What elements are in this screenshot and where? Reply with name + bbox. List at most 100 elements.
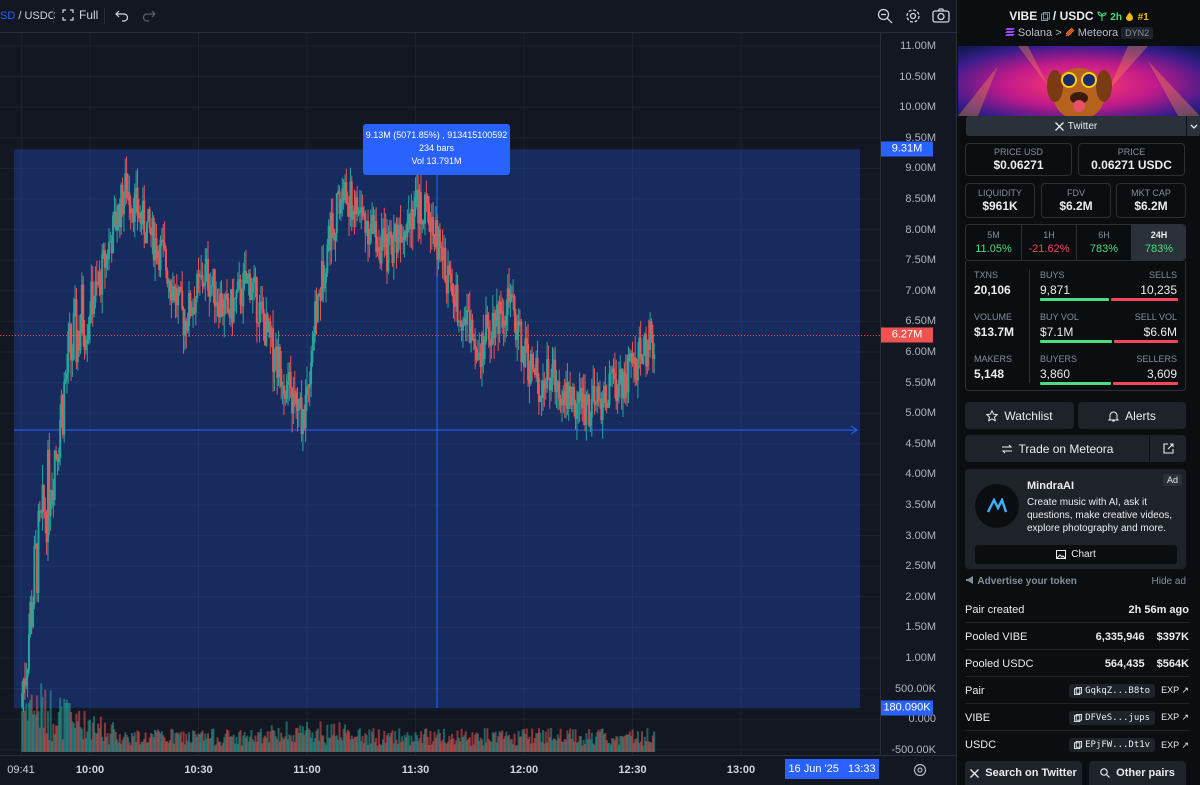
volume-bar (338, 722, 341, 752)
candle-body (242, 272, 245, 307)
candle-body (154, 238, 157, 261)
candle-body (483, 341, 486, 360)
twitter-button[interactable]: Twitter (966, 116, 1186, 136)
candle-body (482, 333, 485, 360)
volume-bar (643, 736, 646, 752)
candle-body (164, 248, 167, 271)
volume-bar (406, 732, 409, 752)
tab-5m[interactable]: 5M 11.05% (975, 230, 1012, 255)
external-trade-link[interactable] (1150, 435, 1186, 462)
time-axis[interactable]: 16 Jun '25 13:33 09:41 10:00 10:30 11:00 11:… (0, 755, 956, 785)
price-tick-label: 3.50M (905, 499, 936, 511)
ad-card[interactable]: Ad MindraAI Create music with AI, ask it… (965, 469, 1186, 569)
symbol-label[interactable]: SD / USDC (0, 10, 56, 22)
candle-body (281, 385, 284, 387)
pair-address-copy[interactable]: GqkqZ...B8to (1069, 683, 1156, 698)
tab-1h[interactable]: 1H -21.62% (1021, 225, 1076, 260)
other-pairs-button[interactable]: Other pairs (1089, 761, 1186, 785)
candle-body (455, 284, 458, 307)
candle-body (25, 677, 28, 686)
candle-body (262, 308, 265, 322)
volume-bar (300, 732, 303, 752)
candle-body (352, 210, 355, 220)
candle-body (209, 285, 212, 297)
volume-bar (278, 741, 281, 752)
volume-bar (80, 728, 83, 752)
alerts-button[interactable]: Alerts (1078, 402, 1186, 429)
hide-ad-link[interactable]: Hide ad (1151, 576, 1186, 587)
candle-body (386, 233, 389, 272)
candle-body (423, 194, 426, 224)
copy-icon[interactable] (1040, 12, 1050, 21)
candle-body (337, 191, 340, 194)
volume-bar (22, 707, 25, 752)
price-axis[interactable]: 11.00M 10.50M 10.00M 9.50M 9.00M 8.50M 8.00M 7.… (880, 33, 956, 756)
candle-body (597, 386, 600, 401)
price-chart-plot[interactable]: 9.13M (5071.85%) , 913415100592 234 bars… (0, 33, 880, 755)
zoom-search-button[interactable] (877, 8, 893, 24)
screenshot-button[interactable] (932, 8, 950, 23)
volume-bar (83, 711, 86, 752)
candle-body (63, 381, 66, 435)
volume-bar (440, 741, 443, 752)
ad-chart-button[interactable]: Chart (975, 545, 1177, 564)
redo-button[interactable] (142, 8, 156, 22)
volume-bar (387, 732, 390, 752)
volume-bar (314, 738, 317, 752)
volume-bar (520, 736, 523, 752)
price-tick-label: 4.00M (905, 468, 936, 481)
volume-bar (296, 727, 299, 752)
search-on-twitter-button[interactable]: Search on Twitter (965, 761, 1082, 785)
timezone-settings-icon[interactable] (913, 763, 927, 777)
pair-explorer-link[interactable]: EXP ↗ (1161, 685, 1189, 695)
candle-body (113, 211, 116, 216)
candle-body (479, 352, 482, 368)
chart-area[interactable]: SD / USDC Full 9.13M (5071.85%) , 913415… (0, 0, 956, 785)
candlestick-chart[interactable] (0, 33, 880, 755)
candle-body (51, 490, 54, 505)
volume-bar (430, 744, 433, 752)
candle-body (540, 395, 543, 399)
volume-bar (605, 739, 608, 752)
tab-24h[interactable]: 24H 783% (1131, 225, 1185, 260)
candle-body (405, 231, 408, 238)
candle-body (461, 323, 464, 331)
vibe-address-copy[interactable]: DFVeS...jups (1069, 710, 1156, 725)
volume-bar (365, 735, 368, 752)
advertise-link[interactable]: Advertise your token (966, 576, 1077, 587)
candle-body (136, 187, 139, 216)
candle-body (426, 196, 429, 204)
candle-body (603, 385, 606, 402)
volume-bar (570, 738, 573, 752)
volume-bar (293, 742, 296, 752)
volume-bar (636, 731, 639, 752)
fullscreen-button[interactable]: Full (62, 8, 98, 22)
socials-dropdown-button[interactable] (1187, 116, 1200, 136)
candle-body (528, 380, 531, 384)
volume-bar (560, 741, 563, 752)
volume-bar (452, 738, 455, 752)
watchlist-button[interactable]: Watchlist (965, 402, 1074, 429)
volume-bar (579, 736, 582, 752)
volume-bar (429, 731, 432, 752)
tab-6h[interactable]: 6H 783% (1076, 225, 1131, 260)
volume-bar (400, 736, 403, 752)
candle-body (162, 239, 165, 243)
usdc-address-copy[interactable]: EPjFW...Dt1v (1069, 738, 1156, 752)
candle-body (274, 346, 277, 355)
ad-tag: Ad (1162, 474, 1182, 486)
trade-on-meteora-button[interactable]: Trade on Meteora (965, 435, 1149, 462)
candle-body (513, 296, 516, 317)
candle-body (289, 372, 292, 388)
vibe-explorer-link[interactable]: EXP ↗ (1161, 712, 1189, 722)
settings-button[interactable] (905, 8, 921, 24)
volume-bar (312, 742, 315, 752)
candle-body (86, 339, 89, 344)
usdc-explorer-link[interactable]: EXP ↗ (1161, 739, 1189, 750)
price-tick-label: 9.50M (905, 131, 936, 144)
volume-bar (255, 741, 258, 752)
volume-bar (324, 744, 327, 752)
volume-bar (209, 737, 212, 752)
undo-button[interactable] (115, 8, 129, 22)
candle-body (106, 254, 109, 260)
